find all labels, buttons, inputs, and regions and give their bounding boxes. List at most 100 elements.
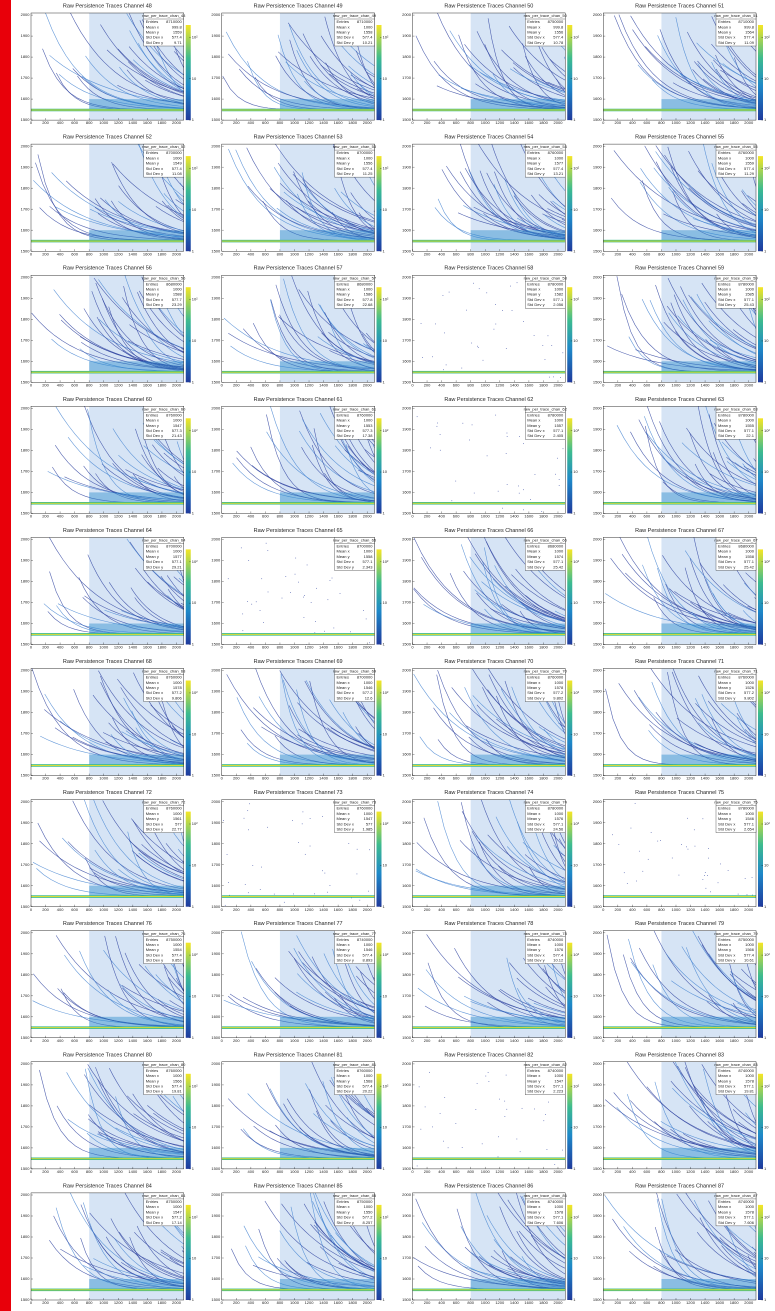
baseline-core: [31, 240, 184, 242]
trace: [472, 695, 566, 750]
hit: [702, 879, 704, 880]
trace: [482, 687, 566, 759]
x-tick-label: 200: [614, 120, 621, 125]
stats-label: Mean y: [527, 423, 540, 428]
z-tick-label: 10²: [192, 34, 198, 39]
stats-value: 8760000: [357, 412, 373, 417]
trace: [346, 1117, 375, 1144]
y-tick-label: 2000: [211, 1061, 221, 1066]
trace: [39, 840, 184, 893]
trace: [674, 1061, 756, 1146]
stats-box: [715, 799, 757, 833]
hit: [562, 448, 564, 450]
stats-label: Std Dev x: [337, 297, 354, 302]
y-tick-label: 1500: [21, 379, 31, 384]
baseline-core: [412, 896, 566, 897]
x-tick-label: 800: [86, 1169, 93, 1174]
trace: [707, 700, 756, 743]
baseline-core: [603, 1158, 756, 1160]
trace: [484, 44, 566, 108]
stats-label: Mean y: [718, 29, 731, 34]
trace: [653, 930, 756, 1018]
stats-label: Entries: [337, 1199, 349, 1204]
stats-value: 8710000: [357, 19, 373, 24]
x-tick-label: 800: [86, 1300, 93, 1305]
trace: [299, 1127, 375, 1157]
trace: [329, 350, 375, 365]
y-tick-label: 1800: [21, 841, 31, 846]
trace: [100, 197, 184, 235]
y-tick-label: 1600: [593, 1276, 603, 1281]
x-tick-label: 800: [277, 1038, 284, 1043]
y-tick-label: 1800: [211, 316, 221, 321]
trace: [54, 445, 184, 502]
hit: [707, 875, 708, 876]
trace: [98, 1132, 184, 1157]
z-tick-label: 1: [383, 773, 386, 778]
hit: [429, 1071, 430, 1073]
trace: [180, 603, 184, 605]
stats-label: Std Dev y: [718, 826, 735, 831]
stats-box: [334, 275, 375, 309]
panel-title: Raw Persistence Traces Channel 76: [63, 921, 152, 927]
trace: [731, 693, 756, 739]
z-tick-label: 10²: [764, 1083, 770, 1088]
x-tick-label: 1200: [495, 1300, 505, 1305]
stats-label: Std Dev y: [718, 40, 735, 45]
trace: [181, 348, 184, 350]
x-tick-label: 800: [277, 1300, 284, 1305]
z-tick-label: 1: [573, 510, 576, 515]
hit: [534, 1108, 535, 1110]
x-tick-label: 1200: [495, 1038, 505, 1043]
stats-value: 577.2: [553, 690, 564, 695]
trace: [335, 1232, 375, 1266]
stats-label: Mean y: [718, 816, 731, 821]
x-tick-label: 1600: [524, 1169, 534, 1174]
x-tick-label: 1400: [128, 645, 138, 650]
x-tick-label: 600: [644, 251, 651, 256]
z-tick-label: 10²: [383, 1083, 389, 1088]
x-tick-label: 1000: [99, 120, 109, 125]
hit: [348, 843, 350, 844]
z-tick-label: 10: [573, 76, 578, 81]
baseline-core: [603, 371, 756, 373]
stats-value: 7.606: [744, 1220, 755, 1225]
x-tick-label: 600: [453, 1300, 460, 1305]
x-tick-label: 200: [424, 645, 431, 650]
hit: [499, 1098, 500, 1100]
stats-value: 20.22: [362, 1089, 373, 1094]
trace: [666, 1255, 756, 1282]
y-tick-label: 1900: [593, 689, 603, 694]
hit: [226, 854, 228, 855]
x-tick-label: 1400: [128, 1169, 138, 1174]
stats-value: 11.29: [744, 171, 754, 176]
trace: [696, 293, 756, 355]
trace: [547, 81, 566, 90]
hit: [442, 295, 444, 296]
y-tick-label: 2000: [402, 143, 412, 148]
x-tick-label: 600: [644, 1038, 651, 1043]
trace: [117, 678, 184, 735]
trace: [108, 582, 184, 630]
trace: [97, 1133, 184, 1155]
plot-frame: [30, 1192, 184, 1301]
y-tick-label: 1900: [211, 295, 221, 300]
y-tick-label: 1600: [593, 752, 603, 757]
x-tick-label: 1800: [730, 645, 740, 650]
x-tick-label: 0: [411, 120, 414, 125]
stats-value: 1000: [364, 24, 374, 29]
stats-value: 577.1: [744, 1215, 755, 1220]
trace: [107, 989, 184, 1026]
hit: [309, 818, 311, 819]
x-tick-label: 1400: [701, 382, 711, 387]
trace: [684, 567, 756, 634]
stats-box: [334, 1061, 375, 1095]
heatmap: [412, 1070, 566, 1167]
stats-label: Std Dev y: [146, 40, 163, 45]
x-tick-label: 1800: [348, 907, 358, 912]
trace: [449, 30, 566, 104]
stats-value: 1549: [173, 161, 183, 166]
x-tick-label: 1000: [672, 645, 682, 650]
z-tick-label: 10: [764, 338, 769, 343]
plot-frame: [412, 930, 566, 1039]
